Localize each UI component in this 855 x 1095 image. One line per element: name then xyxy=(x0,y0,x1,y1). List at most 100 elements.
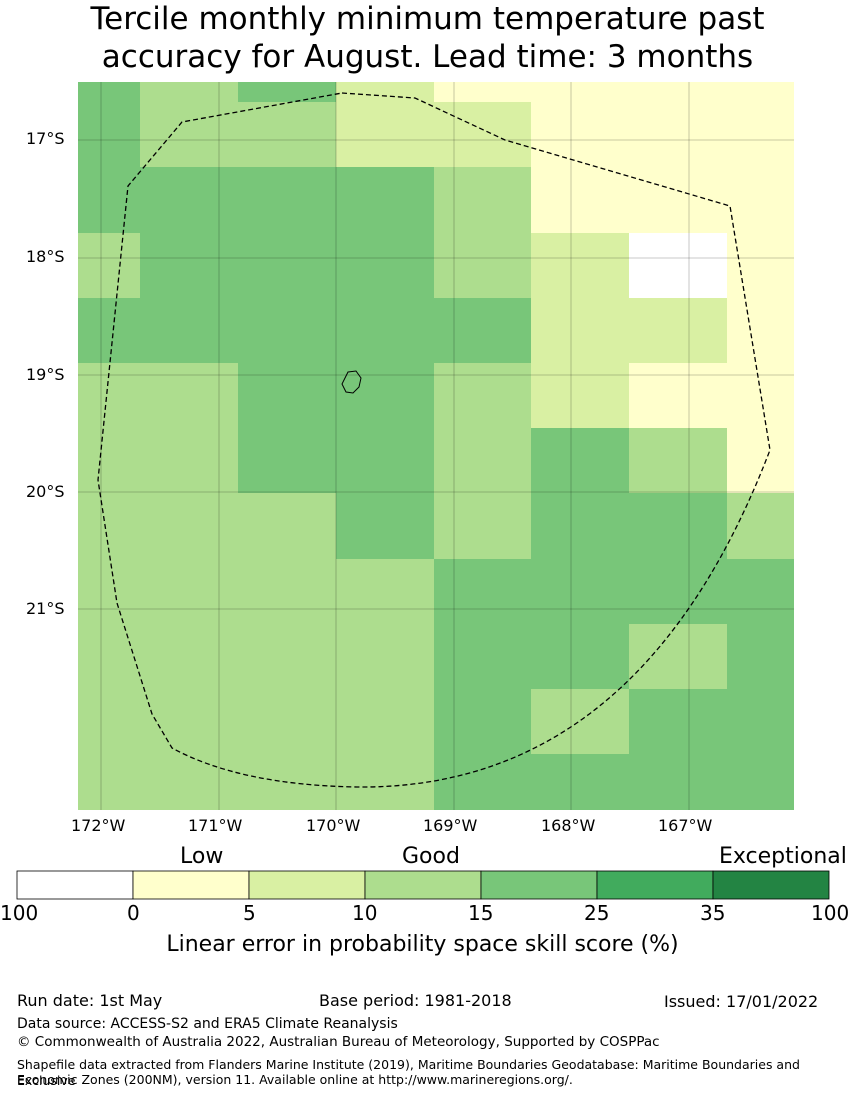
grid-cell xyxy=(434,493,531,559)
grid-cell xyxy=(140,363,238,428)
grid-cell xyxy=(238,363,336,428)
lon-label-169w: 169°W xyxy=(423,816,478,835)
grid-cell xyxy=(434,689,531,754)
grid-cell xyxy=(531,754,629,810)
grid-cell xyxy=(336,167,434,233)
grid-cell xyxy=(434,754,531,810)
graticule xyxy=(78,82,794,810)
grid-cell xyxy=(238,624,336,689)
grid-cell xyxy=(531,233,629,298)
grid-cell xyxy=(336,493,434,559)
grid-cell xyxy=(78,624,140,689)
grid-cell xyxy=(727,298,794,363)
grid-cell xyxy=(78,82,140,102)
grid-cell xyxy=(336,298,434,363)
colorbar xyxy=(16,870,830,900)
lon-label-172w: 172°W xyxy=(71,816,126,835)
grid-cell xyxy=(78,298,140,363)
grid-cell xyxy=(238,559,336,624)
colorbar-segment xyxy=(712,870,830,900)
grid-cell xyxy=(140,559,238,624)
grid-cell xyxy=(140,754,238,810)
grid-cell xyxy=(78,233,140,298)
grid-cell xyxy=(727,559,794,624)
lon-label-171w: 171°W xyxy=(188,816,243,835)
grid-cell xyxy=(727,754,794,810)
grid-cell xyxy=(336,233,434,298)
grid-cell xyxy=(336,82,434,102)
category-exceptional: Exceptional xyxy=(719,844,847,869)
grid-cell xyxy=(531,493,629,559)
grid-cell xyxy=(78,754,140,810)
grid-cell xyxy=(78,167,140,233)
issued-date: Issued: 17/01/2022 xyxy=(664,992,819,1011)
run-date: Run date: 1st May xyxy=(17,991,163,1010)
grid-cell xyxy=(727,233,794,298)
grid-cell xyxy=(78,428,140,493)
grid-cell xyxy=(336,559,434,624)
grid-cell xyxy=(434,363,531,428)
grid-cell xyxy=(140,689,238,754)
grid-cell xyxy=(140,493,238,559)
grid-cell xyxy=(78,102,140,167)
grid-cell xyxy=(140,624,238,689)
niue-island-outline xyxy=(341,370,362,394)
grid-cell xyxy=(531,102,629,167)
skill-grid xyxy=(78,82,794,810)
grid-cell xyxy=(727,82,794,102)
grid-cell xyxy=(727,493,794,559)
lon-label-168w: 168°W xyxy=(541,816,596,835)
colorbar-tick-5: 5 xyxy=(243,901,256,925)
grid-cell xyxy=(531,624,629,689)
colorbar-tick-10: 10 xyxy=(352,901,378,925)
lat-label-21s: 21°S xyxy=(26,599,65,618)
grid-cell xyxy=(531,298,629,363)
colorbar-tick-100-right: 100 xyxy=(811,901,850,925)
colorbar-segment xyxy=(248,870,366,900)
grid-cell xyxy=(336,102,434,167)
grid-cell xyxy=(140,167,238,233)
colorbar-title: Linear error in probability space skill … xyxy=(166,932,679,957)
grid-cell xyxy=(238,233,336,298)
grid-cell xyxy=(531,167,629,233)
grid-cell xyxy=(238,689,336,754)
grid-cell xyxy=(140,298,238,363)
lat-label-17s: 17°S xyxy=(26,129,65,148)
grid-cell xyxy=(336,754,434,810)
grid-cell xyxy=(336,363,434,428)
grid-cell xyxy=(434,428,531,493)
grid-cell xyxy=(336,428,434,493)
grid-cell xyxy=(434,167,531,233)
colorbar-tick-35: 35 xyxy=(700,901,726,925)
grid-cell xyxy=(531,428,629,493)
chart-title: Tercile monthly minimum temperature past… xyxy=(0,0,855,76)
shapefile-credit-line-1: Shapefile data extracted from Flanders M… xyxy=(17,1057,800,1088)
colorbar-segment xyxy=(132,870,250,900)
grid-cell xyxy=(238,493,336,559)
grid-cell xyxy=(140,428,238,493)
grid-cell xyxy=(140,82,238,102)
grid-cell xyxy=(434,233,531,298)
grid-cell xyxy=(238,298,336,363)
grid-cell xyxy=(140,102,238,167)
grid-cell xyxy=(238,428,336,493)
colorbar-segment xyxy=(364,870,482,900)
grid-cell xyxy=(336,624,434,689)
grid-cell xyxy=(238,102,336,167)
grid-cell xyxy=(727,363,794,428)
title-line-2: accuracy for August. Lead time: 3 months xyxy=(101,39,754,75)
eez-boundary xyxy=(97,92,771,788)
lon-label-167w: 167°W xyxy=(658,816,713,835)
colorbar-tick-0: 0 xyxy=(127,901,140,925)
grid-cell xyxy=(727,689,794,754)
grid-cell xyxy=(727,428,794,493)
copyright: © Commonwealth of Australia 2022, Austra… xyxy=(17,1034,660,1050)
category-low: Low xyxy=(180,844,224,869)
colorbar-tick-100-left: 100 xyxy=(0,901,39,925)
colorbar-tick-15: 15 xyxy=(468,901,494,925)
lat-label-19s: 19°S xyxy=(26,365,65,384)
grid-cell xyxy=(140,233,238,298)
grid-cell xyxy=(434,624,531,689)
grid-cell xyxy=(434,82,531,102)
